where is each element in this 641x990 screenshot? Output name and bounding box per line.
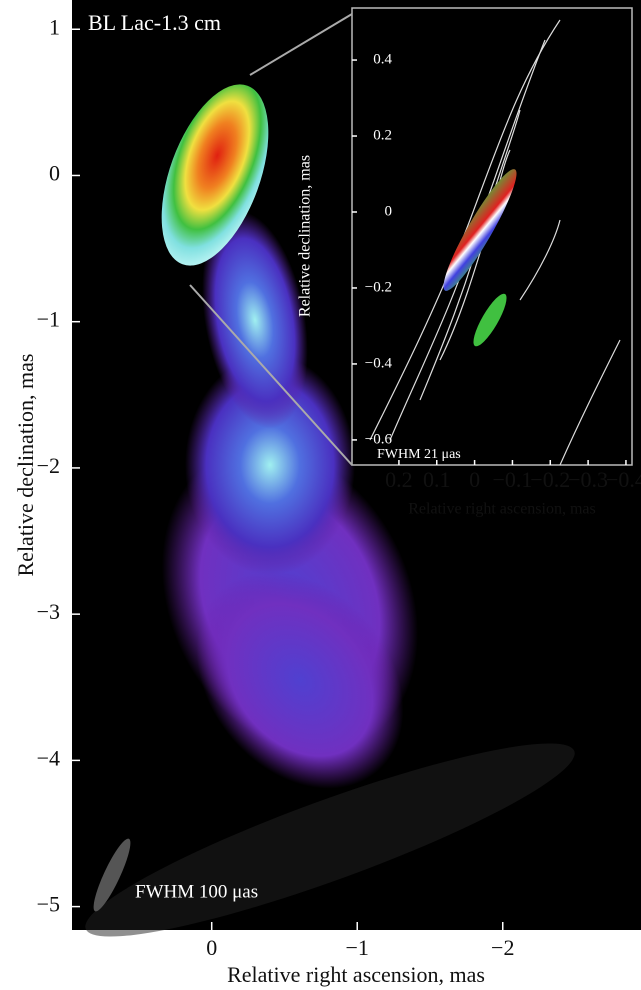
y-tick-label: −5 — [37, 892, 60, 917]
zoom-line — [249, 13, 353, 76]
jet-emission — [85, 84, 575, 937]
y-axis-label: Relative declination, mas — [13, 354, 38, 577]
inset-panel — [351, 7, 633, 466]
beam-label: FWHM 21 μas — [377, 447, 461, 462]
y-tick-label: −0.2 — [365, 279, 392, 295]
y-tick-label: 0 — [49, 161, 60, 186]
inset-core — [443, 169, 517, 291]
y-tick-label: 0.2 — [373, 127, 392, 143]
x-tick-label: −0.1 — [492, 467, 532, 492]
y-tick-label: 0.4 — [373, 51, 392, 67]
beam-ellipse — [93, 838, 131, 912]
inset-knot — [473, 293, 507, 347]
x-tick-label: −1 — [346, 935, 369, 960]
title: BL Lac-1.3 cm — [88, 10, 221, 35]
x-tick-label: −0.4 — [606, 467, 641, 492]
x-tick-label: −0.3 — [568, 467, 608, 492]
x-tick-label: −0.2 — [530, 467, 570, 492]
y-tick-label: −4 — [37, 745, 60, 770]
x-tick-label: 0 — [206, 935, 217, 960]
y-axis-label: Relative declination, mas — [297, 155, 314, 317]
x-axis-label: Relative right ascension, mas — [227, 962, 485, 987]
x-tick-label: −2 — [491, 935, 514, 960]
x-tick-label: 0.1 — [423, 467, 451, 492]
y-tick-label: −3 — [37, 599, 60, 624]
x-axis-label: Relative right ascension, mas — [408, 501, 596, 518]
x-tick-label: 0 — [469, 467, 480, 492]
y-tick-label: −2 — [37, 453, 60, 478]
y-tick-label: −0.6 — [365, 431, 393, 447]
y-tick-label: −0.4 — [365, 355, 393, 371]
y-tick-label: 1 — [49, 14, 60, 39]
beam-label: FWHM 100 μas — [135, 881, 258, 902]
zoom-line — [189, 284, 353, 466]
y-tick-label: −1 — [37, 307, 60, 332]
x-tick-label: 0.2 — [385, 467, 413, 492]
y-tick-label: 0 — [385, 203, 393, 219]
